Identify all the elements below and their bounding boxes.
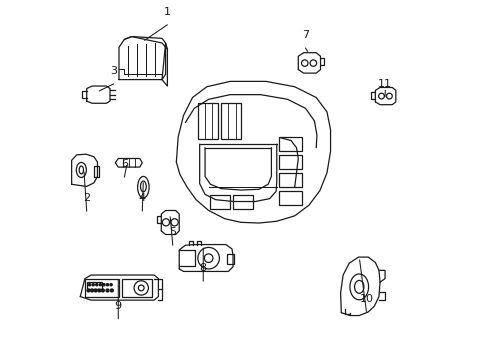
Text: 5: 5 (169, 228, 176, 237)
Circle shape (110, 289, 113, 292)
Circle shape (96, 284, 98, 286)
Text: 3: 3 (110, 66, 117, 76)
Text: 4: 4 (139, 193, 145, 203)
Text: 11: 11 (377, 78, 391, 89)
Circle shape (94, 289, 97, 292)
Circle shape (102, 284, 105, 286)
Circle shape (88, 284, 90, 286)
Text: 7: 7 (301, 30, 308, 40)
Circle shape (101, 289, 104, 292)
Circle shape (87, 289, 90, 292)
Circle shape (92, 284, 94, 286)
Text: 10: 10 (359, 294, 373, 304)
Circle shape (99, 284, 101, 286)
Circle shape (110, 284, 112, 286)
Circle shape (90, 289, 93, 292)
Text: 8: 8 (199, 263, 206, 273)
Circle shape (98, 289, 101, 292)
Text: 9: 9 (115, 301, 122, 311)
Text: 6: 6 (121, 159, 127, 169)
Text: 1: 1 (163, 7, 170, 17)
Circle shape (106, 284, 108, 286)
Text: 2: 2 (83, 193, 90, 203)
Circle shape (106, 289, 109, 292)
